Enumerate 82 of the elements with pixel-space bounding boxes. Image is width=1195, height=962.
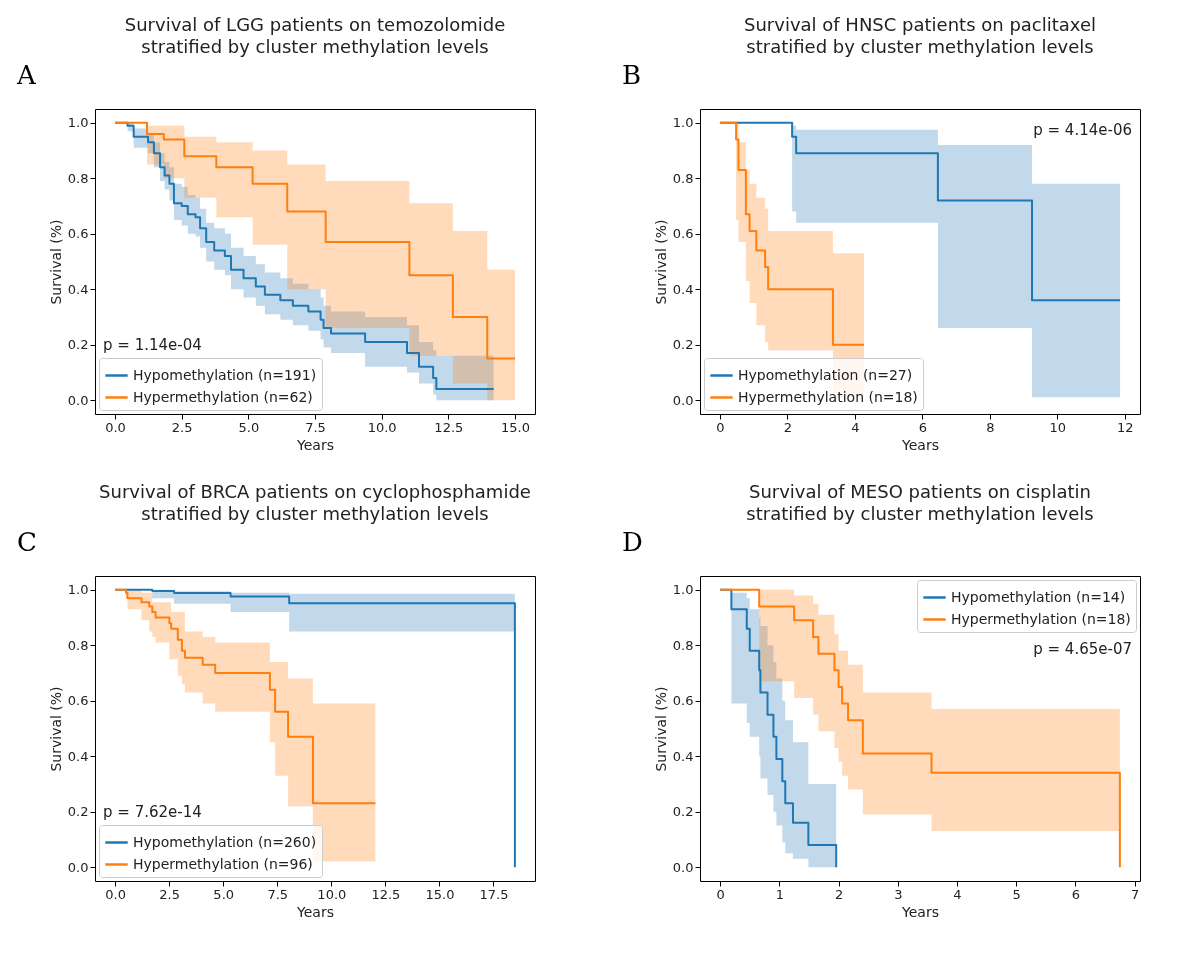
chart-title: Survival of MESO patients on cisplatin stratified by cluster methylation levels: [746, 481, 1094, 524]
y-tick-label: 0.8: [672, 170, 694, 186]
legend-label: Hypomethylation (n=27): [738, 366, 913, 383]
annotation: p = 4.65e-07: [1033, 640, 1132, 658]
x-tick-label: 10.0: [317, 886, 347, 902]
y-tick-label: 1.0: [672, 582, 694, 598]
legend-label: Hypermethylation (n=18): [951, 610, 1131, 627]
text: A: [16, 60, 37, 90]
annotation: p = 4.14e-06: [1033, 121, 1132, 139]
y-tick-label: 0.4: [67, 748, 89, 764]
x-tick-label: 4: [851, 419, 860, 435]
y-tick-label: 0.2: [67, 337, 89, 353]
x-axis-title: Years: [296, 903, 334, 920]
chart-title: Survival of HNSC patients on paclitaxel stratified by cluster methylation levels: [744, 14, 1096, 57]
y-tick-label: 0.0: [67, 392, 89, 408]
x-tick-label: 0: [716, 886, 725, 902]
x-tick-label: 15.0: [501, 419, 530, 435]
y-tick-label: 0.4: [672, 748, 694, 764]
y-tick-label: 0.0: [672, 859, 694, 875]
x-tick-label: 1: [775, 886, 784, 902]
y-tick-label: 0.2: [672, 337, 694, 353]
y-tick-label: 1.0: [67, 115, 89, 131]
x-tick-label: 5.0: [213, 886, 235, 902]
x-tick-label: 7.5: [305, 419, 326, 435]
y-axis-title: Survival (%): [47, 219, 64, 305]
x-tick-label: 2.5: [171, 419, 193, 435]
x-tick-label: 2.5: [159, 886, 181, 902]
y-tick-label: 0.0: [672, 392, 694, 408]
x-tick-label: 0: [716, 419, 725, 435]
y-tick-label: 0.6: [67, 226, 89, 242]
y-tick-label: 0.6: [67, 693, 89, 709]
x-tick-label: 6: [1071, 886, 1081, 902]
legend-label: Hypermethylation (n=62): [133, 388, 313, 405]
legend-label: Hypermethylation (n=96): [133, 855, 313, 872]
x-tick-label: 5.0: [238, 419, 260, 435]
y-tick-label: 0.4: [67, 281, 89, 297]
text: D: [622, 527, 643, 557]
chart-title: Survival of LGG patients on temozolomide stratified by cluster methylation levels: [124, 14, 506, 57]
text: C: [17, 527, 37, 557]
x-tick-label: 15.0: [425, 886, 455, 902]
y-tick-label: 0.2: [67, 804, 89, 820]
x-tick-label: 12.5: [434, 419, 464, 435]
x-tick-label: 7.5: [267, 886, 289, 902]
y-tick-label: 0.6: [672, 226, 694, 242]
x-tick-label: 5: [1012, 886, 1021, 902]
x-axis-title: Years: [901, 903, 939, 920]
y-tick-label: 1.0: [672, 115, 694, 131]
x-tick-label: 0.0: [105, 419, 126, 435]
y-axis-title: Survival (%): [47, 686, 64, 772]
x-tick-label: 12.5: [371, 886, 401, 902]
y-tick-label: 0.8: [67, 170, 89, 186]
x-tick-label: 0.0: [105, 886, 126, 902]
y-tick-label: 0.8: [67, 637, 89, 653]
y-axis-title: Survival (%): [652, 219, 669, 305]
x-tick-label: 2: [834, 886, 844, 902]
legend-label: Hypomethylation (n=14): [951, 588, 1126, 605]
annotation: p = 7.62e-14: [103, 803, 202, 821]
x-tick-label: 17.5: [479, 886, 509, 902]
x-tick-label: 3: [894, 886, 903, 902]
x-tick-label: 8: [986, 419, 995, 435]
y-tick-label: 0.4: [672, 281, 694, 297]
text: B: [622, 60, 642, 90]
legend-label: Hypomethylation (n=191): [133, 366, 317, 383]
y-tick-label: 0.0: [67, 859, 89, 875]
x-tick-label: 2: [783, 419, 793, 435]
x-tick-label: 10: [1049, 419, 1067, 435]
y-tick-label: 0.2: [672, 804, 694, 820]
x-tick-label: 4: [953, 886, 962, 902]
y-tick-label: 0.8: [672, 637, 694, 653]
x-axis-title: Years: [901, 436, 939, 453]
x-axis-title: Years: [296, 436, 334, 453]
y-tick-label: 0.6: [672, 693, 694, 709]
legend-label: Hypermethylation (n=18): [738, 388, 918, 405]
x-tick-label: 10.0: [367, 419, 397, 435]
x-tick-label: 6: [918, 419, 927, 435]
annotation: p = 1.14e-04: [103, 336, 202, 354]
y-tick-label: 1.0: [67, 582, 89, 598]
x-tick-label: 12: [1117, 419, 1134, 435]
chart-title: Survival of BRCA patients on cyclophosphamide stratified by cluster methylation levels: [99, 481, 531, 524]
legend-label: Hypomethylation (n=260): [133, 833, 317, 850]
y-axis-title: Survival (%): [652, 686, 669, 772]
x-tick-label: 7: [1131, 886, 1140, 902]
